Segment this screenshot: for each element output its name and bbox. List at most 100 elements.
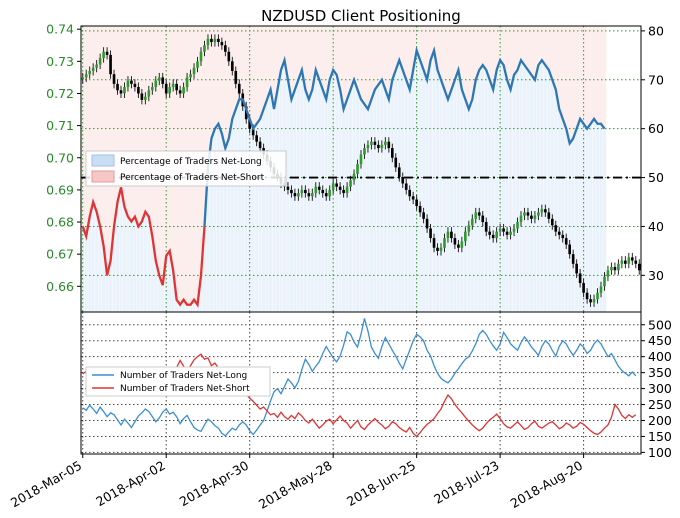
net-long-band xyxy=(185,304,190,312)
candle-body xyxy=(418,205,422,213)
candle-body xyxy=(523,212,526,216)
candle-body xyxy=(88,70,92,75)
net-long-band xyxy=(261,109,266,312)
net-short-band xyxy=(561,26,565,119)
candle-body xyxy=(290,189,293,194)
candle-body xyxy=(345,186,349,194)
net-short-band xyxy=(202,26,207,227)
candle-body xyxy=(373,141,377,145)
net-short-band xyxy=(588,26,593,124)
net-long-band xyxy=(387,99,391,312)
candle-body xyxy=(130,80,133,84)
candle-body xyxy=(425,218,429,229)
candle-body xyxy=(321,189,325,194)
candle-body xyxy=(491,234,495,239)
chart-title: NZDUSD Client Positioning xyxy=(261,7,461,25)
candle-body xyxy=(436,247,439,251)
pct-net-long-line xyxy=(203,45,606,227)
candle-body xyxy=(356,164,359,174)
candle-body xyxy=(550,218,554,226)
net-long-band xyxy=(209,138,214,312)
candle-body xyxy=(505,231,509,235)
net-long-band xyxy=(164,255,169,312)
net-long-band xyxy=(317,79,322,312)
net-short-band xyxy=(376,26,381,85)
candle-body xyxy=(464,231,467,242)
candle-body xyxy=(495,231,498,239)
net-short-band xyxy=(474,26,478,80)
net-short-band xyxy=(383,26,388,90)
candle-body xyxy=(258,141,262,149)
candle-body xyxy=(585,292,589,300)
net-long-band xyxy=(181,299,186,312)
net-long-band xyxy=(279,70,284,312)
net-long-band xyxy=(540,60,545,312)
net-short-band xyxy=(369,26,374,100)
net-short-band xyxy=(321,26,325,90)
candle-body xyxy=(554,225,558,232)
net-short-band xyxy=(227,26,231,139)
candle-body xyxy=(217,38,220,43)
net-short-band xyxy=(331,26,336,70)
net-short-band xyxy=(519,26,524,61)
net-long-band xyxy=(213,128,218,312)
candle-body xyxy=(453,238,457,245)
net-long-band xyxy=(202,226,207,312)
net-short-band xyxy=(481,26,485,66)
count-tick-label: 300 xyxy=(648,381,672,396)
net-long-band xyxy=(119,187,124,312)
legend-label-net-short: Percentage of Traders Net-Short xyxy=(120,173,265,183)
net-long-band xyxy=(453,79,458,312)
net-short-band xyxy=(307,26,311,100)
net-long-band xyxy=(369,99,374,312)
candle-body xyxy=(244,106,248,120)
candle-body xyxy=(481,215,485,223)
candle-body xyxy=(137,87,140,94)
net-short-band xyxy=(147,26,151,217)
net-short-band xyxy=(407,26,412,90)
net-short-band xyxy=(397,26,402,61)
net-long-band xyxy=(122,206,127,312)
net-short-band xyxy=(564,26,569,129)
net-short-band xyxy=(449,26,454,90)
net-long-band xyxy=(602,128,607,312)
candle-body xyxy=(366,144,370,149)
candle-body xyxy=(610,267,613,271)
net-short-band xyxy=(432,26,437,51)
net-short-band xyxy=(418,26,423,61)
net-short-band xyxy=(119,26,124,188)
net-long-band xyxy=(112,226,117,312)
candle-body xyxy=(234,70,238,84)
net-long-band xyxy=(167,250,172,312)
left-tick-label: 0.69 xyxy=(46,182,74,197)
net-long-band xyxy=(87,216,92,312)
net-long-band xyxy=(216,123,221,312)
net-short-band xyxy=(261,26,266,110)
x-tick-label: 2018-May-28 xyxy=(256,458,335,512)
net-short-band xyxy=(136,26,141,227)
candle-body xyxy=(557,231,561,235)
net-short-band xyxy=(108,26,113,261)
net-short-band xyxy=(279,26,284,70)
net-short-band xyxy=(334,26,339,75)
net-short-band xyxy=(547,26,551,70)
net-long-band xyxy=(564,128,569,312)
candle-body xyxy=(606,270,610,277)
price-candles xyxy=(81,34,641,307)
net-short-band xyxy=(275,26,280,90)
candle-body xyxy=(401,177,405,184)
net-short-band xyxy=(289,26,294,100)
left-tick-label: 0.68 xyxy=(46,215,74,230)
net-short-band xyxy=(355,26,360,90)
right-axis-ticks-top: 30 40 50 60 70 80 xyxy=(641,23,664,283)
net-long-band xyxy=(571,138,576,312)
candle-body xyxy=(540,209,544,213)
net-short-band xyxy=(491,26,496,90)
net-long-band xyxy=(533,79,538,312)
net-long-band xyxy=(81,226,85,312)
net-long-band xyxy=(366,109,371,312)
candle-body xyxy=(509,231,512,235)
net-long-band xyxy=(143,211,148,312)
candle-body xyxy=(300,189,304,194)
candle-body xyxy=(411,196,415,200)
